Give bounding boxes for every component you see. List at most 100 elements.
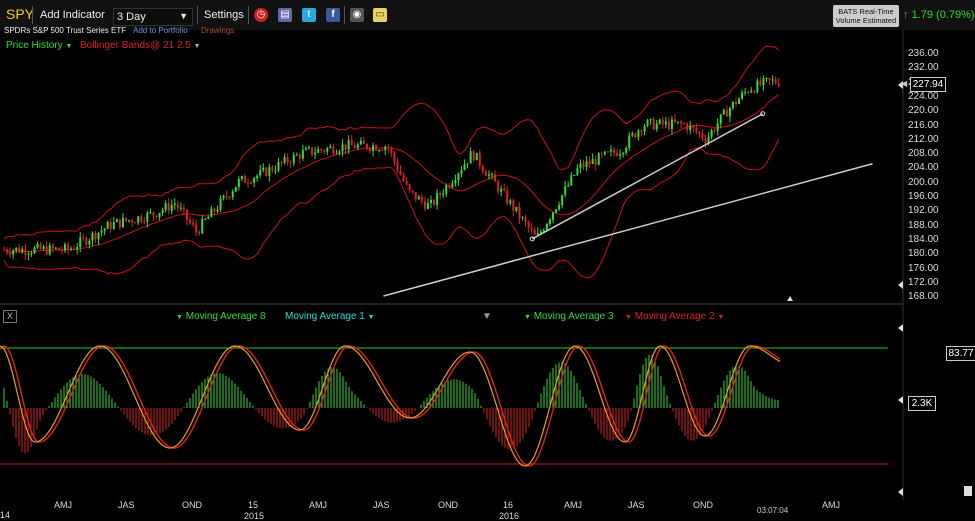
interval-dropdown[interactable]: 3 Day ▼ <box>113 8 193 26</box>
candle-body <box>433 200 436 205</box>
settings-button[interactable]: Settings <box>204 9 244 21</box>
candle-body <box>521 217 524 219</box>
candle-body <box>716 123 719 132</box>
candle-body <box>164 203 167 211</box>
candle-body <box>326 148 329 152</box>
indicator-level-label: 83.77 <box>946 346 975 361</box>
candle-body <box>6 249 9 253</box>
candle-body <box>463 164 466 170</box>
candle-body <box>372 145 375 151</box>
x-tick-label: 16 <box>503 500 514 510</box>
left-arrow-icon <box>898 281 903 289</box>
year-label: 2015 <box>244 511 265 521</box>
candle-body <box>689 125 692 131</box>
candle-body <box>115 219 118 223</box>
add-to-portfolio-link[interactable]: Add to Portfolio <box>133 26 188 35</box>
candle-body <box>478 153 481 167</box>
ma8-legend[interactable]: ▼ Moving Average 8 <box>176 311 266 322</box>
candle-body <box>112 222 115 229</box>
candle-body <box>625 148 628 153</box>
x-tick-label: OND <box>438 500 458 510</box>
candle-body <box>442 193 445 195</box>
candle-body <box>225 195 228 197</box>
up-arrow-icon: ↑ <box>903 9 909 21</box>
moving-average-3-line <box>0 345 781 467</box>
candle-body <box>405 181 408 185</box>
candle-body <box>576 168 579 175</box>
volume-label: 2.3K <box>908 396 936 411</box>
candle-body <box>670 119 673 130</box>
candle-body <box>426 202 429 209</box>
candle-body <box>362 140 365 144</box>
candle-body <box>88 240 91 245</box>
candle-body <box>152 212 155 216</box>
ma3-legend[interactable]: ▼ Moving Average 3 <box>524 311 614 322</box>
candle-body <box>460 169 463 174</box>
candle-body <box>731 101 734 109</box>
candle-body <box>176 203 179 208</box>
candle-body <box>484 171 487 176</box>
candle-body <box>570 175 573 185</box>
y-tick-label: 204.00 <box>908 162 939 174</box>
price-history-label: Price History <box>6 40 63 51</box>
candle-body <box>271 167 274 171</box>
candle-body <box>301 150 304 159</box>
candle-body <box>466 163 469 165</box>
candle-body <box>649 119 652 121</box>
ma1-label: Moving Average 1 <box>285 311 365 322</box>
realtime-badge: BATS Real-Time Volume Estimated <box>833 5 899 27</box>
ma2-legend[interactable]: ▼ Moving Average 2 ▼ <box>625 311 724 322</box>
candle-body <box>216 209 219 212</box>
candle-body <box>759 80 762 86</box>
candle-body <box>179 207 182 209</box>
bollinger-label: Bollinger Bands@ 21 2.5 <box>80 40 191 51</box>
candle-body <box>295 154 298 156</box>
drawings-link[interactable]: Drawings <box>201 26 235 35</box>
candle-body <box>591 159 594 164</box>
candle-body <box>161 210 164 214</box>
y-tick-label: 212.00 <box>908 133 939 145</box>
candle-body <box>491 174 493 176</box>
ma1-legend[interactable]: Moving Average 1 ▼ <box>285 311 375 322</box>
candle-body <box>103 228 106 231</box>
twitter-icon[interactable]: t <box>302 8 316 22</box>
y-tick-label: 224.00 <box>908 90 939 102</box>
candle-body <box>454 180 457 184</box>
candle-body <box>381 149 384 151</box>
chevron-down-icon[interactable]: ▼ <box>482 311 492 322</box>
candle-body <box>603 151 606 155</box>
close-indicator-button[interactable]: X <box>3 310 17 323</box>
candle-body <box>597 153 600 165</box>
candle-body <box>170 204 173 211</box>
candle-body <box>430 200 432 203</box>
candle-body <box>186 209 188 220</box>
candle-body <box>250 182 253 184</box>
book-icon[interactable]: ▤ <box>278 8 292 22</box>
candle-body <box>283 156 286 163</box>
candle-body <box>619 154 622 156</box>
bollinger-legend[interactable]: Bollinger Bands@ 21 2.5 ▼ <box>80 40 201 51</box>
candle-body <box>637 130 640 138</box>
price-history-legend[interactable]: Price History ▼ <box>6 40 72 51</box>
facebook-icon[interactable]: f <box>326 8 340 22</box>
candle-body <box>195 224 198 233</box>
x-tick-label: AMJ <box>309 500 327 510</box>
y-tick-label: 172.00 <box>908 276 939 288</box>
interval-value: 3 Day <box>117 11 146 23</box>
alarm-clock-icon[interactable]: ◷ <box>254 8 268 22</box>
candle-body <box>494 174 497 182</box>
candle-body <box>338 151 341 154</box>
candle-body <box>402 174 405 182</box>
symbol-label[interactable]: SPY <box>6 6 35 22</box>
sticky-note-icon[interactable]: ▭ <box>373 8 387 22</box>
candle-body <box>701 133 704 139</box>
candle-body <box>329 146 332 149</box>
camera-icon[interactable]: ◉ <box>350 8 364 22</box>
add-indicator-button[interactable]: Add Indicator <box>40 9 105 21</box>
y-tick-label: 184.00 <box>908 233 939 245</box>
candle-body <box>414 192 417 200</box>
candle-body <box>375 145 378 151</box>
candle-body <box>747 91 750 93</box>
price-change-value: 1.79 (0.79%) <box>911 9 975 21</box>
